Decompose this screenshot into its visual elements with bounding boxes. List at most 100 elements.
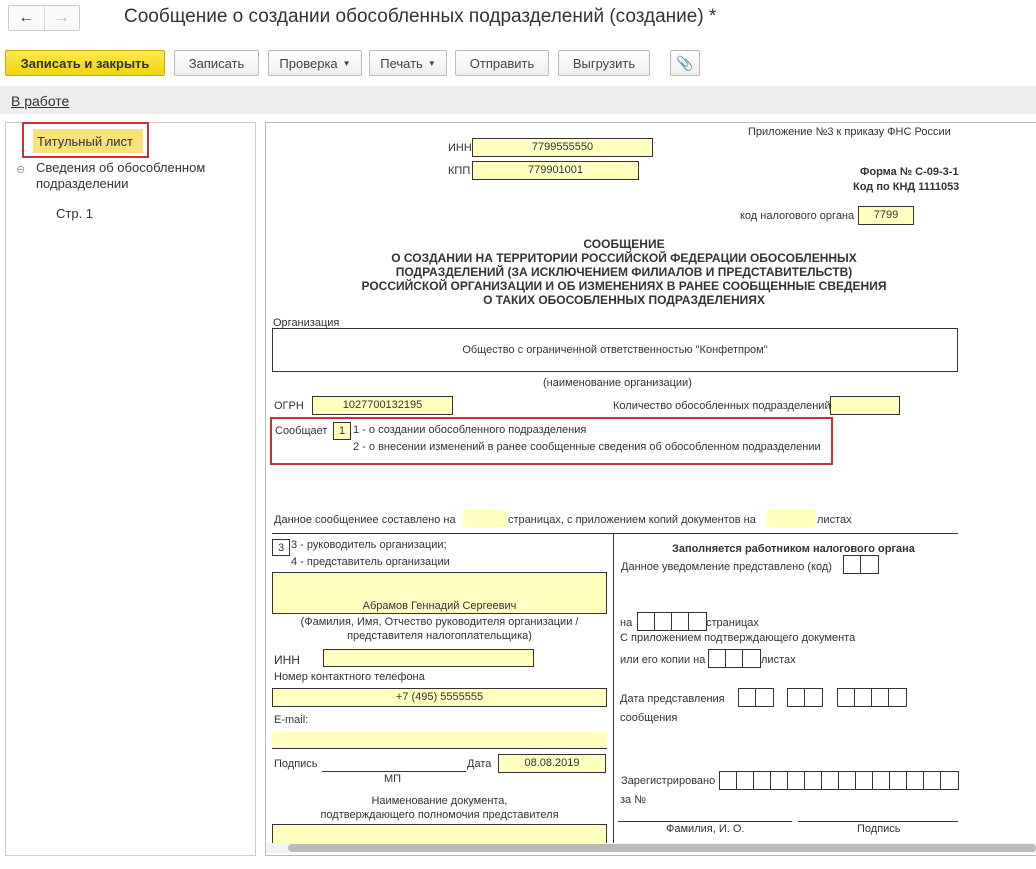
tree-item-subdivision[interactable]: Сведения об обособленном подразделении [36,160,206,191]
knd-code: Код по КНД 1111053 [853,181,960,193]
copies-field[interactable] [766,510,816,527]
tree-item-title[interactable]: Титульный лист [33,129,143,153]
status-bar: В работе [0,86,1036,114]
sign-label: Подпись [274,758,318,770]
horizontal-scrollbar[interactable] [266,843,1036,853]
input-cell[interactable] [743,650,760,667]
nav-buttons: ← → [8,5,80,31]
signer-inn-field[interactable] [323,649,534,667]
date-label: Дата [467,758,492,770]
input-cell[interactable] [844,556,861,573]
input-cell[interactable] [720,772,737,789]
form-number: Форма № С-09-3-1 [860,166,959,178]
input-cell[interactable] [754,772,771,789]
input-cell[interactable] [856,772,873,789]
input-cell[interactable] [709,650,726,667]
input-cell[interactable] [638,613,655,630]
fio-line [618,821,792,822]
email-label: E-mail: [274,714,309,726]
signer-option-4: 4 - представитель организации [291,556,450,568]
input-cell[interactable] [672,613,689,630]
dropdown-icon: ▼ [342,58,351,68]
input-cell[interactable] [890,772,907,789]
input-cell[interactable] [788,772,805,789]
check-button[interactable]: Проверка ▼ [268,50,362,76]
inn-label: ИНН [448,142,472,154]
highlight-box [22,122,149,158]
input-cell[interactable] [726,650,743,667]
input-cell[interactable] [805,689,822,706]
tax-copies-cells [708,649,761,668]
ogrn-field[interactable]: 1027700132195 [312,396,453,415]
tax-month-cells [787,688,823,707]
input-cell[interactable] [855,689,872,706]
tax-day-cells [738,688,774,707]
count-field[interactable] [830,396,900,415]
input-cell[interactable] [689,613,706,630]
input-cell[interactable] [941,772,958,789]
stamp-label: МП [384,773,402,785]
paperclip-icon: 📎 [676,54,694,71]
forward-button[interactable]: → [43,6,80,30]
heading-line: О СОЗДАНИИ НА ТЕРРИТОРИИ РОССИЙСКОЙ ФЕДЕ… [391,251,857,265]
tree-item-page1[interactable]: Стр. 1 [56,206,94,221]
input-cell[interactable] [756,689,773,706]
doc-field[interactable] [272,824,607,846]
inn-field[interactable]: 7799555550 [472,138,653,157]
input-cell[interactable] [739,689,756,706]
print-button[interactable]: Печать ▼ [369,50,447,76]
input-cell[interactable] [771,772,788,789]
copies-label: страницах, с приложением копий документо… [508,514,756,526]
input-cell[interactable] [907,772,924,789]
input-cell[interactable] [822,772,839,789]
save-close-button[interactable]: Записать и закрыть [5,50,165,76]
tax-reg-label: Зарегистрировано [621,775,716,787]
tax-reg-label: за № [620,794,647,806]
dropdown-icon: ▼ [427,58,436,68]
org-caption: (наименование организации) [543,377,692,389]
input-cell[interactable] [838,689,855,706]
tax-code-cells [843,555,879,574]
email-field[interactable] [272,732,607,749]
report-label: Сообщает [275,425,328,437]
input-cell[interactable] [924,772,941,789]
input-cell[interactable] [805,772,822,789]
signer-name-field[interactable]: Абрамов Геннадий Сергеевич [272,572,607,614]
report-code-field[interactable]: 1 [333,422,351,440]
input-cell[interactable] [655,613,672,630]
tax-date-label: Дата представления [620,693,725,705]
tax-copies-label: или его копии на [620,654,706,666]
date-field[interactable]: 08.08.2019 [498,754,606,773]
pages-field[interactable] [463,510,507,527]
heading-line: О ТАКИХ ОБОСОБЛЕННЫХ ПОДРАЗДЕЛЕНИЯХ [483,293,765,307]
send-button[interactable]: Отправить [455,50,549,76]
save-button[interactable]: Записать [174,50,259,76]
tax-sheets-label: листах [761,654,796,666]
input-cell[interactable] [889,689,906,706]
back-button[interactable]: ← [18,9,35,26]
form-panel [265,122,1036,856]
kpp-field[interactable]: 779901001 [472,161,639,180]
status-link[interactable]: В работе [11,93,70,109]
input-cell[interactable] [861,556,878,573]
tax-code-field[interactable]: 7799 [858,206,914,225]
org-label: Организация [273,317,340,329]
org-field[interactable]: Общество с ограниченной ответственностью… [272,328,958,372]
tax-section-title: Заполняется работником налогового органа [672,543,915,555]
attach-button[interactable]: 📎 [670,50,700,76]
scrollbar-thumb[interactable] [288,844,1036,852]
export-button[interactable]: Выгрузить [558,50,650,76]
signer-code-field[interactable]: 3 [272,539,290,556]
appendix-text: Приложение №3 к приказу ФНС России [748,126,951,138]
tax-fio-label: Фамилия, И. О. [666,823,745,835]
collapse-icon[interactable]: ⊖ [16,164,26,176]
input-cell[interactable] [839,772,856,789]
phone-field[interactable]: +7 (495) 5555555 [272,688,607,707]
doc-label: Наименование документа, [371,795,508,807]
input-cell[interactable] [873,772,890,789]
kpp-label: КПП [448,165,471,177]
tax-submitted-label: Данное уведомление представлено (код) [621,561,832,573]
input-cell[interactable] [737,772,754,789]
input-cell[interactable] [788,689,805,706]
input-cell[interactable] [872,689,889,706]
